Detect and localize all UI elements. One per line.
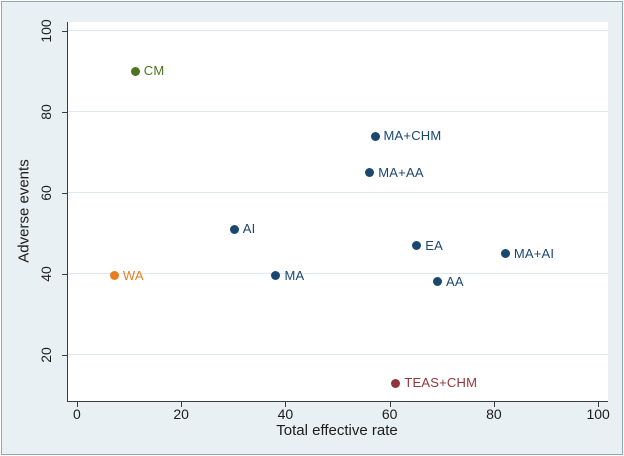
x-tick-80 [493, 402, 495, 407]
x-tick-label-40: 40 [277, 406, 294, 422]
gridline-y-80 [68, 111, 608, 113]
gridline-y-40 [68, 273, 608, 275]
point-label-aa: AA [446, 273, 464, 289]
y-tick-label-80: 80 [38, 104, 54, 120]
y-tick-label-60: 60 [38, 185, 54, 201]
x-tick-label-0: 0 [72, 406, 81, 422]
x-tick-label-60: 60 [381, 406, 398, 422]
point-marker-cm [130, 66, 140, 76]
scatter-point-cm: CM [130, 63, 164, 78]
point-label-ma-ai: MA+AI [513, 245, 555, 261]
scatter-point-aa: AA [433, 274, 464, 289]
y-axis-title: Adverse events [15, 159, 33, 263]
point-label-ai: AI [242, 221, 256, 237]
point-marker-ma-chm [370, 131, 380, 141]
gridline-y-100 [68, 30, 608, 32]
point-marker-ma-ai [500, 249, 510, 259]
y-tick-label-40: 40 [38, 266, 54, 282]
x-tick-0 [76, 402, 78, 407]
x-tick-40 [285, 402, 287, 407]
point-marker-aa [433, 277, 443, 287]
point-marker-teas-chm [391, 378, 401, 388]
gridline-y-60 [68, 192, 608, 194]
scatter-point-ma-chm: MA+CHM [370, 128, 441, 143]
x-axis-title: Total effective rate [276, 422, 398, 439]
point-label-ma-chm: MA+CHM [383, 128, 442, 144]
scatter-point-ma-ai: MA+AI [500, 246, 554, 261]
scatter-point-ma-aa: MA+AA [365, 165, 424, 180]
scatter-point-wa: WA [109, 268, 144, 283]
point-label-ma-aa: MA+AA [378, 164, 424, 180]
y-tick-60 [62, 192, 67, 194]
scatter-point-ma: MA [271, 268, 304, 283]
y-tick-100 [62, 30, 67, 32]
scatter-point-ai: AI [229, 221, 255, 236]
scatter-point-ea: EA [412, 237, 443, 252]
y-tick-40 [62, 273, 67, 275]
y-tick-80 [62, 111, 67, 113]
point-label-ea: EA [425, 237, 443, 253]
x-tick-60 [389, 402, 391, 407]
point-marker-ea [412, 241, 422, 250]
point-marker-wa [109, 271, 119, 281]
plot-area: CM MA+CHM MA+AA AI EA MA+AI WA MA AA TEAS+CHM [67, 22, 608, 402]
point-marker-ma-aa [365, 168, 375, 178]
point-label-ma: MA [284, 267, 305, 283]
y-tick-label-100: 100 [38, 19, 54, 43]
x-tick-100 [598, 402, 600, 407]
point-marker-ai [229, 224, 239, 234]
point-label-teas-chm: TEAS+CHM [404, 375, 478, 391]
x-tick-20 [181, 402, 183, 407]
x-tick-label-80: 80 [486, 406, 502, 422]
y-tick-20 [62, 354, 67, 356]
point-marker-ma [271, 271, 281, 281]
x-tick-label-20: 20 [173, 406, 189, 422]
scatter-point-teas-chm: TEAS+CHM [391, 375, 477, 390]
gridline-y-20 [68, 354, 608, 356]
x-tick-label-100: 100 [586, 406, 610, 422]
point-label-cm: CM [143, 63, 165, 79]
point-label-wa: WA [122, 267, 144, 283]
y-tick-label-20: 20 [38, 347, 54, 363]
